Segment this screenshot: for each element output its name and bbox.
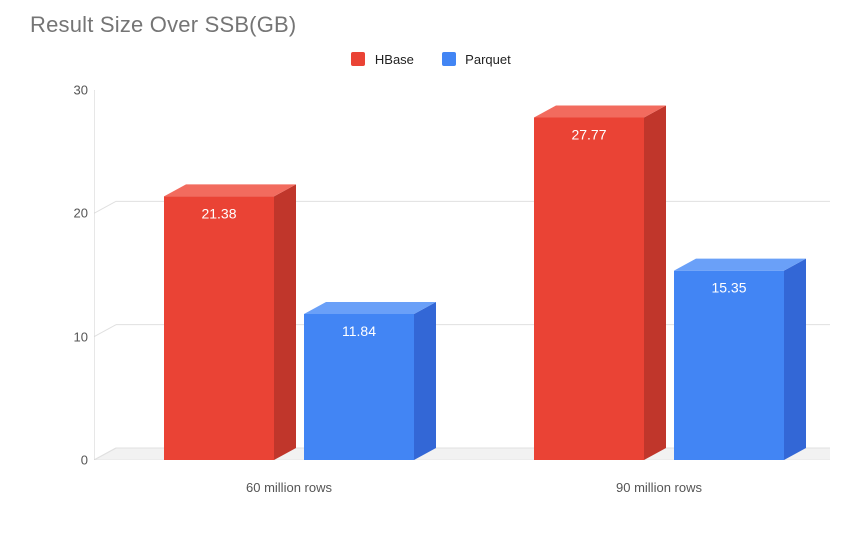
bar-top <box>164 184 296 196</box>
bar-value-label: 15.35 <box>711 280 746 296</box>
bar-front <box>674 271 784 460</box>
legend: HBase Parquet <box>0 52 862 67</box>
legend-label-parquet: Parquet <box>465 52 511 67</box>
plot-area: 0102030 21.3811.8427.7715.35 <box>60 90 830 460</box>
bar-front <box>534 118 644 460</box>
x-category-label: 90 million rows <box>616 480 702 495</box>
bar-front <box>164 196 274 460</box>
bar-side <box>414 302 436 460</box>
y-tick-label: 0 <box>81 453 88 468</box>
bar-side <box>784 259 806 460</box>
bar-value-label: 27.77 <box>571 127 606 143</box>
bar-side <box>274 184 296 460</box>
grid-line <box>94 201 116 213</box>
chart-svg: 21.38 11.84 27.77 15.35 <box>94 90 830 460</box>
y-axis: 0102030 <box>60 90 94 460</box>
bar-top <box>534 106 666 118</box>
x-category-label: 60 million rows <box>246 480 332 495</box>
legend-item-parquet: Parquet <box>442 52 511 67</box>
bar-top <box>674 259 806 271</box>
y-tick-label: 20 <box>74 206 88 221</box>
grid-line <box>94 325 116 337</box>
legend-item-hbase: HBase <box>351 52 414 67</box>
chart-container: { "chart": { "type": "bar-3d-grouped", "… <box>0 0 862 543</box>
legend-swatch-parquet <box>442 52 456 66</box>
bar-value-label: 21.38 <box>201 205 236 221</box>
chart-surface: 21.38 11.84 27.77 15.35 <box>94 90 830 460</box>
y-tick-label: 30 <box>74 83 88 98</box>
legend-swatch-hbase <box>351 52 365 66</box>
y-tick-label: 10 <box>74 329 88 344</box>
chart-title: Result Size Over SSB(GB) <box>30 12 296 38</box>
legend-label-hbase: HBase <box>375 52 414 67</box>
bar-side <box>644 106 666 460</box>
bar-value-label: 11.84 <box>342 323 376 339</box>
bar-top <box>304 302 436 314</box>
x-axis-labels: 60 million rows 90 million rows <box>94 480 862 500</box>
